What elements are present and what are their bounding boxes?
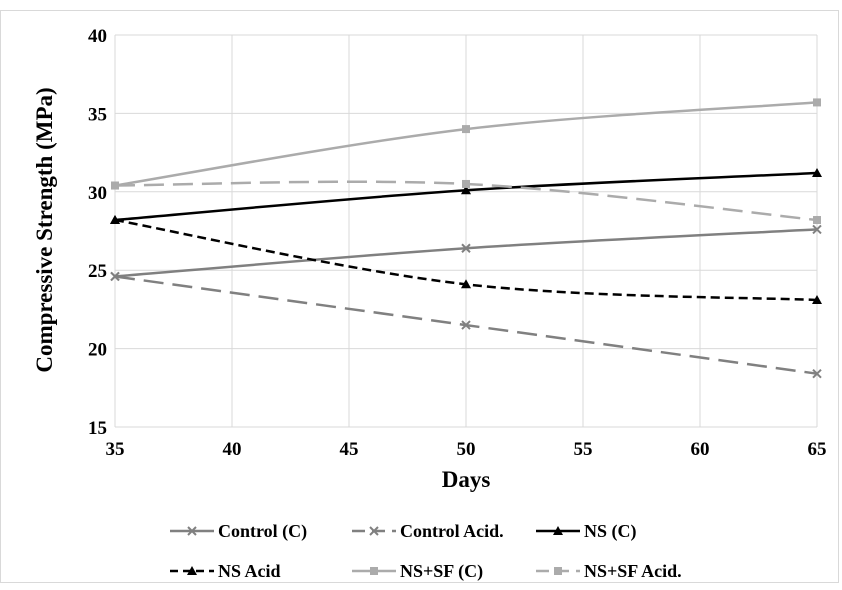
legend-label: NS+SF (C) (400, 561, 483, 582)
data-point-marker (813, 216, 821, 225)
y-tick-label: 35 (88, 104, 107, 125)
y-tick-label: 40 (88, 26, 107, 47)
data-point-marker (812, 167, 822, 177)
x-tick-label: 60 (691, 439, 710, 460)
y-tick-label: 30 (88, 183, 107, 204)
x-tick-label: 40 (223, 439, 242, 460)
y-tick-label: 15 (88, 418, 107, 439)
data-point-marker (461, 243, 471, 253)
legend-item: NS+SF (C) (352, 561, 483, 582)
data-point-marker (461, 185, 471, 195)
series-layer (110, 98, 822, 379)
data-point-marker (813, 98, 821, 107)
series (110, 215, 822, 304)
tick-labels: 35 40 45 50 55 60 65 15 20 25 30 35 40 (88, 26, 827, 460)
legend-label: NS Acid (218, 561, 281, 581)
legend-item: NS (C) (536, 521, 637, 542)
data-point-marker (553, 526, 563, 535)
data-point-marker (370, 567, 378, 575)
data-point-marker (187, 526, 197, 536)
x-tick-label: 55 (574, 439, 593, 460)
x-tick-label: 45 (340, 439, 359, 460)
data-point-marker (187, 566, 197, 575)
data-point-marker (110, 215, 120, 225)
legend-label: Control Acid. (400, 521, 504, 541)
data-point-marker (462, 125, 470, 134)
x-tick-label: 50 (457, 439, 476, 460)
series (110, 271, 822, 379)
data-point-marker (812, 368, 822, 379)
series (111, 179, 821, 225)
y-axis-title: Compressive Strength (MPa) (32, 87, 57, 372)
data-point-marker (461, 320, 471, 330)
data-point-marker (461, 279, 471, 289)
data-point-marker (554, 567, 562, 575)
legend-label: NS+SF Acid. (584, 561, 682, 581)
grid (114, 34, 818, 428)
x-tick-label: 35 (106, 439, 125, 460)
x-axis-title: Days (442, 467, 491, 492)
data-point-marker (812, 224, 822, 235)
legend-item: NS+SF Acid. (536, 561, 682, 581)
data-point-marker (111, 181, 119, 190)
legend-item: Control (C) (170, 521, 307, 542)
legend-item: NS Acid (170, 561, 281, 581)
legend-label: Control (C) (218, 521, 307, 542)
legend: Control (C) Control Acid. NS (C) NS Acid NS+… (170, 521, 682, 582)
legend-item: Control Acid. (352, 521, 504, 541)
data-point-marker (812, 294, 822, 304)
y-tick-label: 20 (88, 340, 107, 361)
data-point-marker (369, 526, 379, 536)
data-point-marker (110, 271, 120, 282)
data-point-marker (462, 179, 470, 188)
x-tick-label: 65 (808, 439, 827, 460)
y-tick-label: 25 (88, 261, 107, 282)
legend-label: NS (C) (584, 521, 637, 542)
